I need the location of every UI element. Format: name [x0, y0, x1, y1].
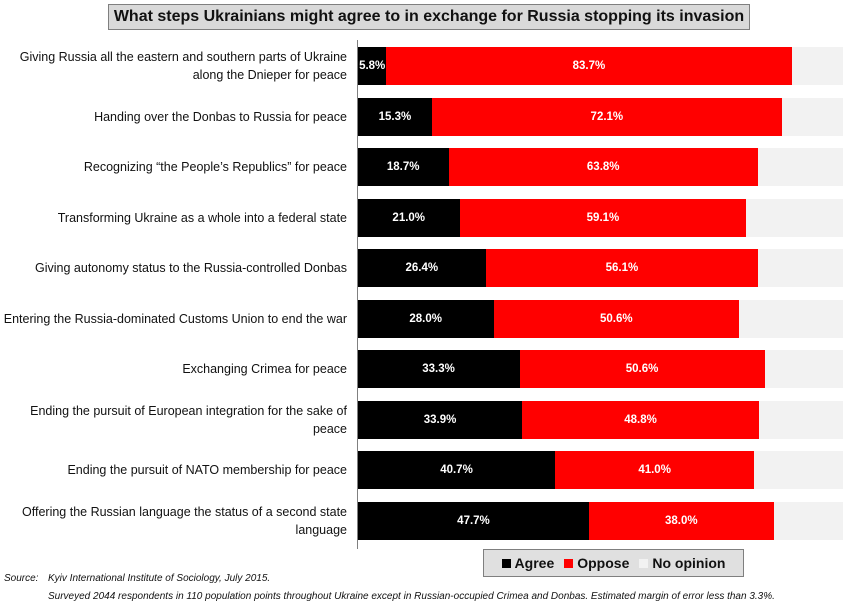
category-label: Ending the pursuit of European integrati…: [30, 403, 347, 436]
data-label-agree: 33.3%: [422, 363, 455, 375]
category-label: Transforming Ukraine as a whole into a f…: [57, 210, 347, 225]
legend-item-no-opinion: No opinion: [639, 555, 725, 571]
survey-note: Surveyed 2044 respondents in 110 populat…: [48, 591, 775, 602]
legend-label-no-opinion: No opinion: [652, 555, 726, 571]
category-label: Handing over the Donbas to Russia for pe…: [94, 109, 347, 124]
bar-oppose: [493, 299, 741, 338]
data-label-oppose: 83.7%: [572, 60, 606, 72]
data-label-oppose: 63.8%: [586, 161, 620, 173]
data-label-oppose: 59.1%: [586, 211, 620, 224]
data-label-agree: 33.9%: [423, 413, 457, 426]
bar-oppose: [432, 97, 783, 136]
data-label-agree: 47.7%: [457, 514, 490, 527]
bar-oppose: [519, 350, 766, 388]
source-text: Kyiv International Institute of Sociolog…: [48, 573, 271, 584]
data-label-oppose: 50.6%: [600, 312, 633, 325]
legend-swatch-agree: [501, 558, 511, 568]
category-label: Offering the Russian language the status…: [22, 504, 347, 537]
bar-agree: [358, 47, 388, 85]
bar-no-opinion: [759, 400, 843, 439]
data-label-oppose: 56.1%: [605, 262, 639, 274]
bar-no-opinion: [754, 451, 843, 489]
data-label-agree: 40.7%: [440, 464, 473, 476]
chart-title: What steps Ukrainians might agree to in …: [108, 4, 750, 30]
category-label: Giving Russia all the eastern and southe…: [19, 50, 347, 82]
data-label-oppose: 72.1%: [590, 110, 624, 123]
bar-oppose: [522, 400, 761, 439]
data-label-oppose: 50.6%: [625, 363, 659, 375]
bar-agree: [358, 249, 488, 287]
data-label-oppose: 48.8%: [624, 413, 657, 426]
bar-no-opinion: [773, 501, 843, 540]
category-label: Giving autonomy status to the Russia-con…: [35, 261, 347, 275]
legend: Agree Oppose No opinion: [483, 549, 744, 577]
bar-no-opinion: [746, 198, 843, 237]
bar-no-opinion: [758, 148, 843, 186]
category-label: Recognizing “the People’s Republics” for…: [83, 160, 347, 174]
data-label-agree: 18.7%: [386, 161, 420, 173]
data-label-oppose: 38.0%: [664, 514, 698, 527]
category-label: Entering the Russia-dominated Customs Un…: [3, 311, 347, 326]
data-label-agree: 21.0%: [392, 211, 426, 224]
bar-oppose: [459, 198, 748, 237]
source-label: Source:: [4, 573, 39, 584]
bar-no-opinion: [792, 47, 843, 85]
legend-swatch-no-opinion: [639, 558, 649, 568]
data-label-agree: 15.3%: [378, 110, 412, 123]
bar-oppose: [448, 148, 760, 186]
bar-agree: [358, 400, 524, 439]
bar-agree: [358, 451, 557, 489]
bar-no-opinion: [739, 299, 843, 338]
category-label: Ending the pursuit of NATO membership fo…: [67, 463, 347, 477]
category-label: Exchanging Crimea for peace: [182, 362, 347, 376]
bar-no-opinion: [764, 350, 843, 388]
data-label-agree: 26.4%: [405, 262, 439, 274]
data-label-oppose: 41.0%: [638, 464, 671, 476]
data-label-agree: 5.8%: [359, 60, 386, 72]
bar-oppose: [486, 249, 760, 287]
legend-item-oppose: Oppose: [564, 555, 629, 571]
data-label-agree: 28.0%: [409, 312, 442, 325]
bar-agree: [358, 148, 450, 186]
bar-oppose: [555, 451, 756, 489]
bar-agree: [358, 97, 434, 136]
legend-swatch-oppose: [564, 558, 574, 568]
bar-no-opinion: [781, 97, 843, 136]
legend-label-agree: Agree: [514, 555, 555, 571]
bar-oppose: [589, 501, 775, 540]
category-axis-line: [357, 40, 358, 549]
legend-label-oppose: Oppose: [577, 555, 630, 571]
bar-agree: [358, 198, 461, 237]
bar-agree: [358, 299, 495, 338]
legend-item-agree: Agree: [501, 555, 555, 571]
bar-no-opinion: [758, 249, 843, 287]
bar-agree: [358, 501, 591, 540]
bar-agree: [358, 350, 521, 388]
